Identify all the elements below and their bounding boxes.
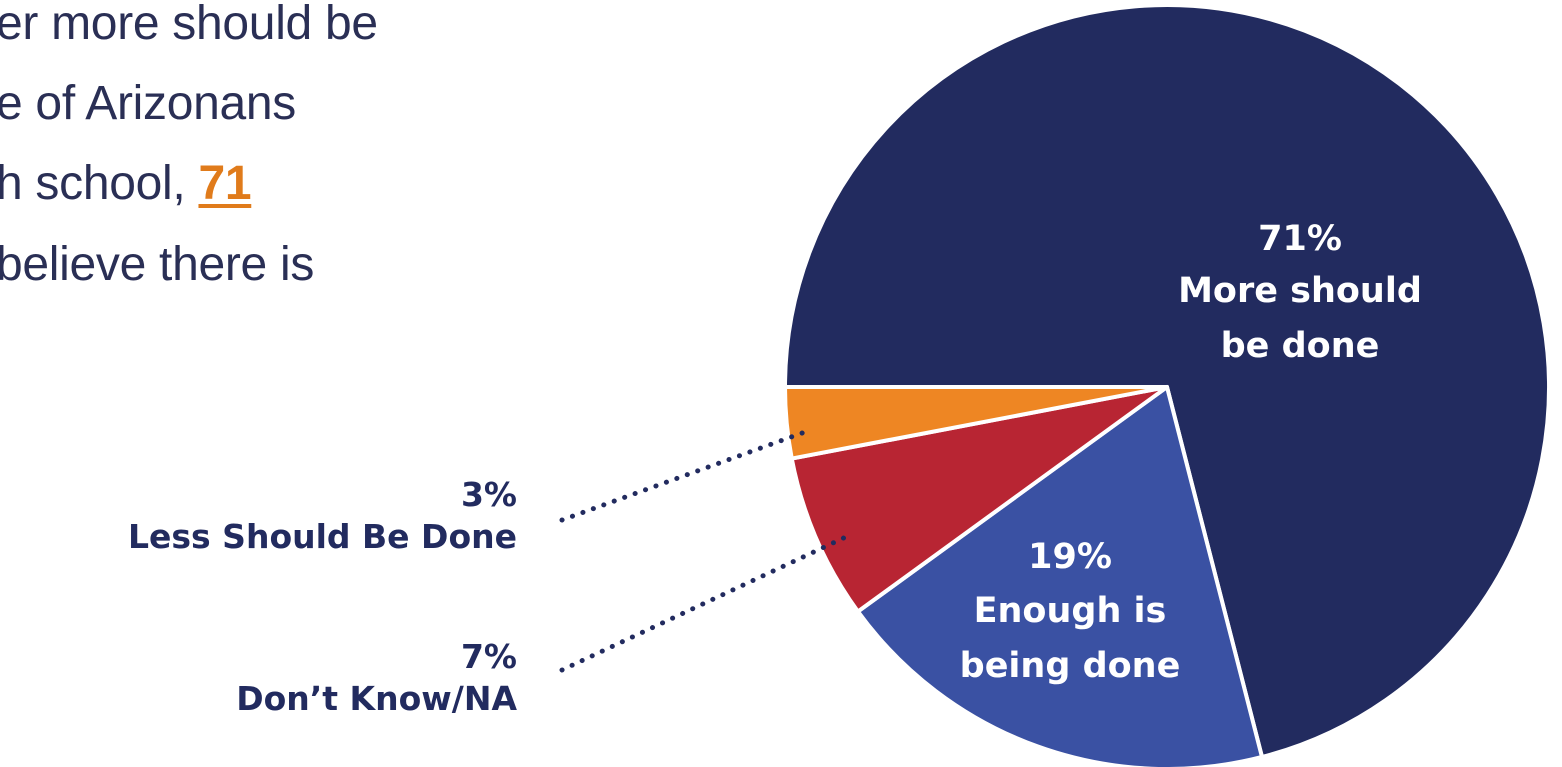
- leader-line-less: [559, 429, 808, 523]
- intro-highlight-71[interactable]: 71: [198, 157, 252, 210]
- label-enough-line1: Enough is: [974, 591, 1167, 631]
- intro-line-4: believe there is: [0, 238, 315, 291]
- callout-leader-lines: [559, 429, 853, 673]
- intro-line-3: h school, 71: [0, 156, 252, 211]
- slice-less-should-be-done: [783, 385, 1169, 461]
- label-more-line1: More should: [1178, 271, 1422, 311]
- label-enough-line2: being done: [960, 646, 1181, 686]
- callout-less-label: Less Should Be Done: [128, 517, 517, 556]
- slice-more-should-be-done: [783, 3, 1551, 759]
- callout-dont-know: 7% Don’t Know/NA: [236, 636, 517, 720]
- pie-slices: [783, 3, 1551, 767]
- slice-dont-know: [789, 385, 1169, 614]
- callout-less-value: 3%: [460, 475, 517, 514]
- label-enough-being-done: 19% Enough is being done: [960, 537, 1181, 686]
- intro-line-2: e of Arizonans: [0, 77, 296, 130]
- label-more-line2: be done: [1221, 326, 1380, 366]
- label-enough-pct: 19%: [1028, 537, 1112, 577]
- intro-line-1: er more should be: [0, 0, 378, 50]
- label-more-pct: 71%: [1258, 219, 1342, 259]
- intro-line-3-text: h school,: [0, 157, 199, 210]
- leader-line-dont-know: [559, 532, 853, 673]
- intro-text: er more should be e of Arizonans h schoo…: [0, 0, 620, 360]
- callout-dont-know-label: Don’t Know/NA: [236, 679, 517, 718]
- callout-less-should-be-done: 3% Less Should Be Done: [128, 474, 517, 558]
- label-more-should-be-done: 71% More should be done: [1178, 219, 1422, 366]
- callout-dont-know-value: 7%: [460, 637, 517, 676]
